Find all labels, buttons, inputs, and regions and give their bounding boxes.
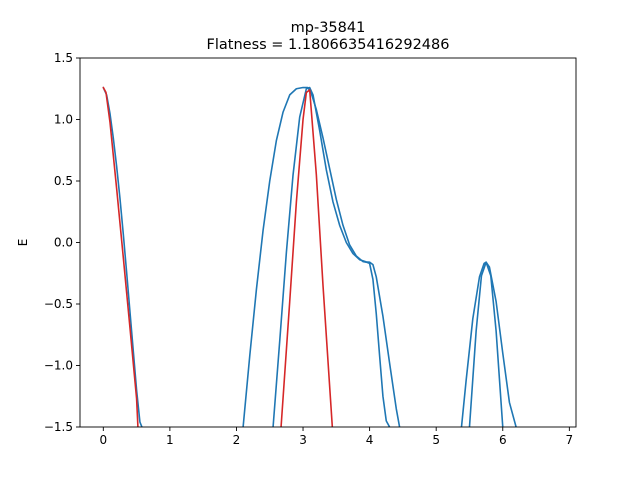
x-tick-label: 0 [99,433,107,447]
y-tick-label: 1.5 [54,51,73,65]
chart-title: mp-35841 [291,20,366,36]
y-tick-label: −0.5 [44,297,73,311]
x-tick-label: 4 [366,433,374,447]
x-tick-label: 2 [233,433,241,447]
series-group [102,86,517,427]
series-1-segment-1 [280,89,334,427]
series-0-segment-1 [242,86,391,427]
y-axis-label: E [16,239,30,247]
series-1-segment-0 [102,86,139,427]
y-tick-label: −1.5 [44,420,73,434]
x-tick-label: 1 [166,433,174,447]
x-tick-label: 7 [566,433,574,447]
y-tick-label: 1.0 [54,113,73,127]
x-tick-label: 6 [499,433,507,447]
y-tick-label: 0.5 [54,174,73,188]
chart-subtitle: Flatness = 1.1806635416292486 [207,37,450,53]
x-tick-label: 3 [299,433,307,447]
y-tick-label: 0.0 [54,236,73,250]
plot-area: 0 1 2 3 4 5 6 7 −1.5 −1.0 −0.5 0.0 0.5 1.0 1.5 [44,51,577,447]
series-0-segment-4 [468,261,504,427]
series-0-segment-0 [102,86,143,427]
x-tick-label: 5 [432,433,440,447]
series-0-segment-2 [272,86,401,427]
y-tick-label: −1.0 [44,359,73,373]
